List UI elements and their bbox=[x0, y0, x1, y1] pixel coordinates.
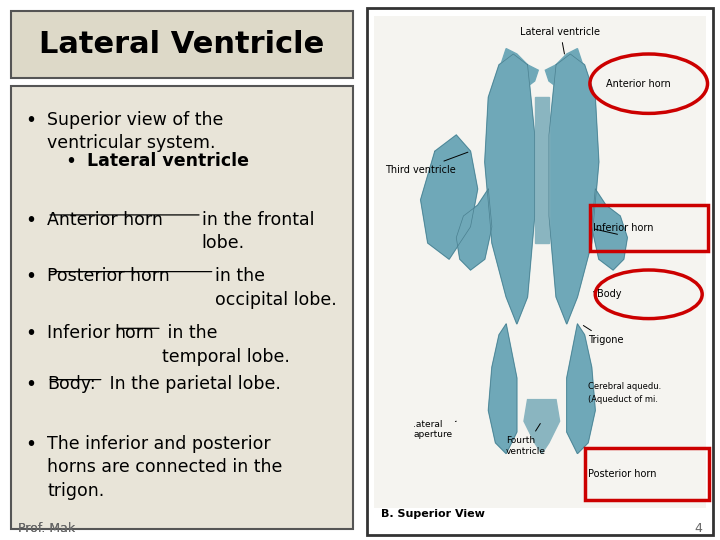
Text: •: • bbox=[25, 111, 37, 130]
Text: Superior view of the
ventricular system.: Superior view of the ventricular system. bbox=[48, 111, 224, 152]
FancyBboxPatch shape bbox=[11, 86, 353, 529]
FancyBboxPatch shape bbox=[374, 16, 706, 508]
Polygon shape bbox=[535, 97, 549, 243]
Text: Posterior horn: Posterior horn bbox=[48, 267, 176, 285]
Text: Fourth
ventricle: Fourth ventricle bbox=[506, 423, 546, 456]
Text: Lateral Ventricle: Lateral Ventricle bbox=[39, 30, 325, 59]
Text: in the
temporal lobe.: in the temporal lobe. bbox=[162, 324, 289, 366]
Text: (Aqueduct of mi.: (Aqueduct of mi. bbox=[588, 395, 658, 404]
Text: 4: 4 bbox=[694, 522, 702, 535]
Text: Inferior: Inferior bbox=[48, 324, 116, 342]
Polygon shape bbox=[499, 49, 539, 92]
Text: Lateral ventricle: Lateral ventricle bbox=[521, 27, 600, 54]
Text: Anterior horn: Anterior horn bbox=[606, 79, 671, 89]
Text: Lateral ventricle: Lateral ventricle bbox=[87, 152, 249, 170]
Text: •: • bbox=[66, 152, 76, 171]
Polygon shape bbox=[524, 400, 559, 454]
Polygon shape bbox=[420, 135, 477, 259]
Text: Inferior horn: Inferior horn bbox=[593, 224, 654, 233]
Text: .ateral
aperture: .ateral aperture bbox=[413, 420, 456, 440]
Text: •: • bbox=[25, 324, 37, 343]
Text: horn: horn bbox=[114, 324, 154, 342]
Text: •: • bbox=[25, 435, 37, 454]
Text: in the
occipital lobe.: in the occipital lobe. bbox=[215, 267, 336, 309]
Text: Body:: Body: bbox=[48, 375, 96, 393]
Text: The inferior and posterior
horns are connected in the
trigon.: The inferior and posterior horns are con… bbox=[48, 435, 283, 500]
Polygon shape bbox=[485, 54, 535, 324]
Text: •: • bbox=[25, 267, 37, 286]
Polygon shape bbox=[549, 54, 599, 324]
Text: Prof. Mak: Prof. Mak bbox=[18, 522, 76, 535]
Text: Third ventricle: Third ventricle bbox=[385, 152, 468, 175]
Text: Body: Body bbox=[597, 289, 621, 299]
Text: Prof. Mak: Prof. Mak bbox=[18, 522, 76, 535]
Text: Trigone: Trigone bbox=[583, 326, 624, 345]
Polygon shape bbox=[545, 49, 585, 92]
Polygon shape bbox=[567, 324, 595, 454]
Text: In the parietal lobe.: In the parietal lobe. bbox=[104, 375, 281, 393]
FancyBboxPatch shape bbox=[11, 11, 353, 78]
Text: in the frontal
lobe.: in the frontal lobe. bbox=[202, 211, 315, 252]
Polygon shape bbox=[488, 324, 517, 454]
Polygon shape bbox=[456, 189, 492, 270]
Text: •: • bbox=[25, 211, 37, 229]
Text: •: • bbox=[25, 375, 37, 394]
FancyBboxPatch shape bbox=[367, 8, 713, 535]
Text: Posterior horn: Posterior horn bbox=[588, 469, 657, 479]
Text: Anterior horn: Anterior horn bbox=[48, 211, 168, 228]
Polygon shape bbox=[592, 189, 627, 270]
Text: B. Superior View: B. Superior View bbox=[382, 509, 485, 519]
Text: Cerebral aquedu.: Cerebral aquedu. bbox=[588, 382, 662, 390]
